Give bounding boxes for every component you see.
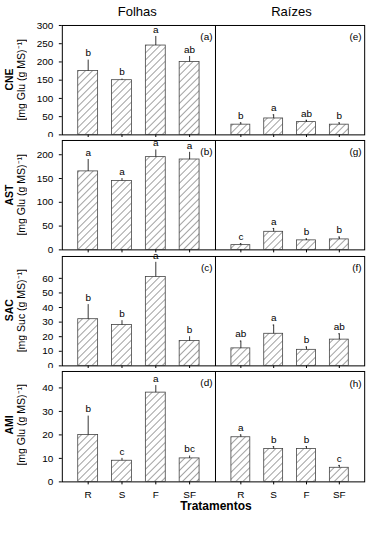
svg-text:300: 300: [37, 22, 54, 31]
svg-text:0: 0: [48, 476, 54, 487]
html-text:CNE: CNE: [2, 68, 15, 91]
svg-text:ab: ab: [184, 44, 196, 55]
svg-text:a: a: [271, 216, 277, 227]
svg-text:(d): (d): [200, 378, 212, 389]
svg-text:c: c: [119, 446, 124, 457]
svg-text:a: a: [85, 147, 91, 158]
svg-text:20: 20: [42, 429, 54, 440]
svg-text:S: S: [270, 489, 277, 499]
svg-text:R: R: [84, 489, 91, 499]
html-text:Raízes: Raízes: [271, 4, 312, 19]
svg-text:a: a: [271, 102, 277, 113]
svg-text:(h): (h): [349, 378, 361, 389]
svg-text:30: 30: [42, 406, 54, 417]
svg-text:ab: ab: [301, 108, 313, 119]
svg-text:b: b: [304, 227, 310, 238]
svg-text:(f): (f): [352, 262, 361, 273]
svg-text:250: 250: [37, 38, 54, 49]
svg-text:(a): (a): [200, 31, 212, 42]
svg-text:a: a: [187, 140, 193, 151]
svg-text:(c): (c): [201, 262, 213, 273]
svg-text:100: 100: [37, 93, 54, 104]
svg-text:a: a: [119, 166, 125, 177]
svg-text:b: b: [119, 308, 125, 319]
svg-text:200: 200: [37, 56, 54, 67]
svg-text:b: b: [85, 47, 91, 58]
svg-text:150: 150: [37, 74, 54, 85]
html-text:SAC: SAC: [2, 299, 15, 322]
svg-text:200: 200: [37, 149, 54, 160]
svg-text:60: 60: [42, 272, 54, 283]
html-text:Folhas: Folhas: [117, 4, 157, 19]
svg-text:0: 0: [48, 244, 54, 252]
svg-text:b: b: [85, 292, 91, 303]
svg-text:b: b: [238, 110, 244, 121]
svg-text:10: 10: [42, 453, 54, 464]
svg-text:a: a: [153, 138, 159, 149]
svg-text:(g): (g): [349, 147, 361, 158]
svg-text:R: R: [237, 489, 244, 499]
svg-text:(e): (e): [349, 31, 361, 42]
svg-text:b: b: [85, 403, 91, 414]
svg-text:0: 0: [48, 360, 54, 368]
svg-text:ab: ab: [334, 321, 346, 332]
svg-text:b: b: [336, 225, 342, 236]
svg-text:a: a: [153, 373, 159, 384]
svg-text:c: c: [238, 231, 243, 242]
svg-text:50: 50: [42, 221, 54, 232]
svg-text:30: 30: [42, 316, 54, 327]
svg-text:SF: SF: [333, 489, 346, 499]
html-text:AMI: AMI: [2, 415, 15, 435]
svg-text:b: b: [336, 110, 342, 121]
html-text:[mg Glu (g MS)⁻¹]: [mg Glu (g MS)⁻¹]: [14, 383, 27, 466]
svg-text:bc: bc: [184, 443, 195, 454]
svg-text:SF: SF: [183, 489, 196, 499]
svg-text:b: b: [187, 324, 193, 335]
svg-text:b: b: [271, 434, 277, 445]
html-text:[mg Glu (g MS)⁻¹]: [mg Glu (g MS)⁻¹]: [14, 154, 27, 236]
svg-text:a: a: [271, 312, 277, 323]
svg-text:0: 0: [48, 129, 54, 137]
svg-text:50: 50: [42, 287, 54, 298]
svg-text:S: S: [119, 489, 126, 499]
svg-text:c: c: [337, 453, 342, 464]
svg-text:b: b: [304, 334, 310, 345]
svg-text:a: a: [152, 23, 159, 35]
svg-text:F: F: [303, 489, 309, 499]
svg-text:100: 100: [37, 197, 54, 208]
html-text:[mg Glu (g MS)⁻¹]: [mg Glu (g MS)⁻¹]: [14, 38, 27, 121]
svg-text:50: 50: [42, 111, 54, 122]
html-text:AST: AST: [2, 184, 15, 206]
svg-text:(b): (b): [200, 147, 212, 158]
svg-text:150: 150: [37, 173, 54, 184]
svg-text:40: 40: [42, 301, 54, 312]
svg-text:ab: ab: [235, 328, 247, 339]
svg-text:20: 20: [42, 331, 54, 342]
svg-text:40: 40: [42, 382, 54, 393]
html-text:[mg Suc (g MS)⁻¹]: [mg Suc (g MS)⁻¹]: [14, 268, 27, 353]
svg-text:a: a: [238, 422, 244, 433]
svg-text:F: F: [153, 489, 159, 499]
html-text:Tratamentos: Tratamentos: [180, 499, 252, 514]
svg-text:10: 10: [42, 345, 54, 356]
svg-text:b: b: [304, 434, 310, 445]
svg-text:b: b: [119, 66, 125, 77]
